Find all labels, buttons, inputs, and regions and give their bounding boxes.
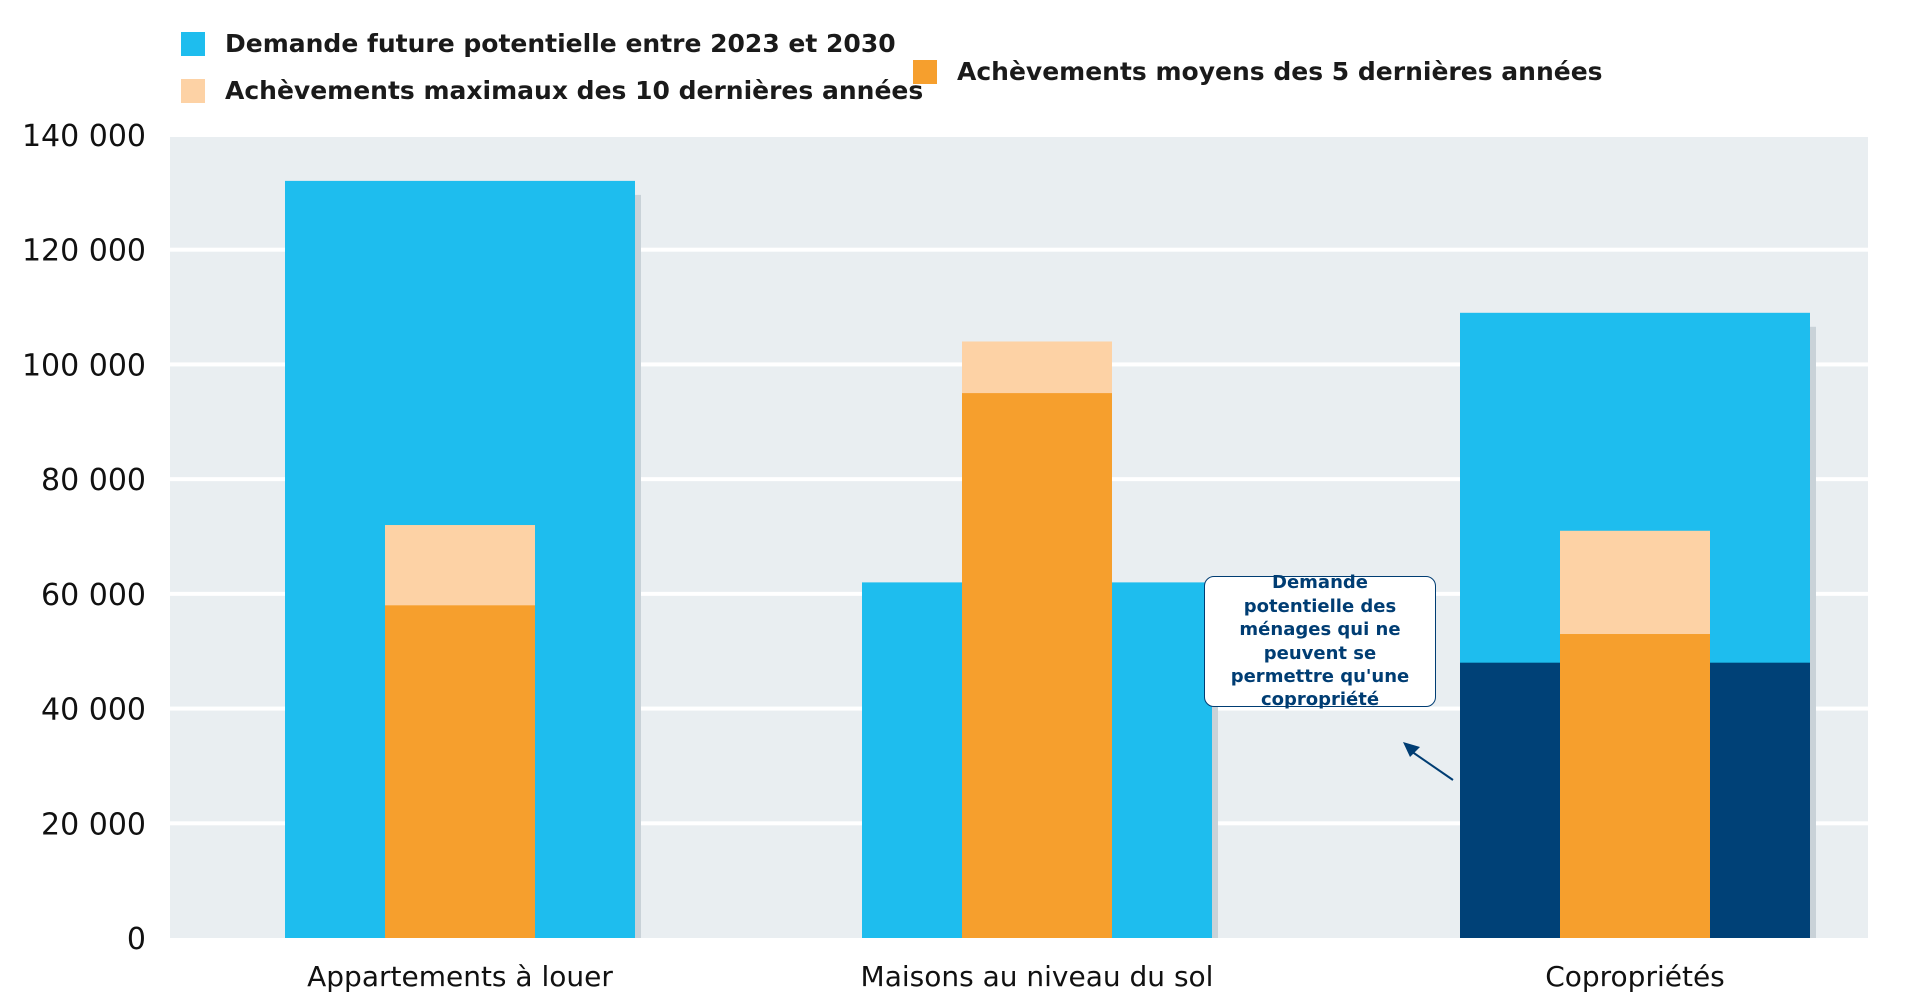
x-category-label: Appartements à louer bbox=[307, 960, 613, 993]
y-tick-label: 140 000 bbox=[22, 119, 146, 154]
annotation-arrow-line bbox=[1407, 748, 1454, 781]
condo-annotation-text: Demande potentielle des ménages qui ne p… bbox=[1230, 572, 1410, 711]
legend-label-avg-completions: Achèvements moyens des 5 dernières année… bbox=[957, 57, 1603, 86]
legend-item-max-completions: Achèvements maximaux des 10 dernières an… bbox=[181, 76, 923, 105]
y-tick-label: 80 000 bbox=[41, 463, 146, 498]
x-category-label: Copropriétés bbox=[1545, 960, 1725, 993]
y-tick-label: 20 000 bbox=[41, 807, 146, 842]
legend-swatch-avg-completions bbox=[913, 59, 937, 84]
legend-item-avg-completions: Achèvements moyens des 5 dernières année… bbox=[913, 57, 1603, 86]
bar-avg-completions bbox=[385, 605, 535, 938]
bar-avg-completions bbox=[1560, 634, 1710, 938]
legend-label-max-completions: Achèvements maximaux des 10 dernières an… bbox=[225, 76, 924, 105]
gridline bbox=[170, 247, 1868, 252]
y-tick-label: 60 000 bbox=[41, 578, 146, 613]
bar-avg-completions bbox=[962, 393, 1112, 938]
condo-annotation-callout: Demande potentielle des ménages qui ne p… bbox=[1204, 572, 1436, 710]
x-category-label: Maisons au niveau du sol bbox=[861, 960, 1214, 993]
gridline bbox=[170, 133, 1868, 137]
legend-item-demand: Demande future potentielle entre 2023 et… bbox=[181, 29, 896, 58]
annotation-arrow-head bbox=[1403, 742, 1420, 757]
y-tick-label: 120 000 bbox=[22, 234, 146, 269]
legend-swatch-demand bbox=[181, 31, 205, 56]
y-tick-label: 40 000 bbox=[41, 693, 146, 728]
y-tick-label: 100 000 bbox=[22, 348, 146, 383]
legend-swatch-max-completions bbox=[181, 78, 205, 103]
y-tick-label: 0 bbox=[127, 922, 146, 957]
legend-label-demand: Demande future potentielle entre 2023 et… bbox=[225, 29, 896, 58]
